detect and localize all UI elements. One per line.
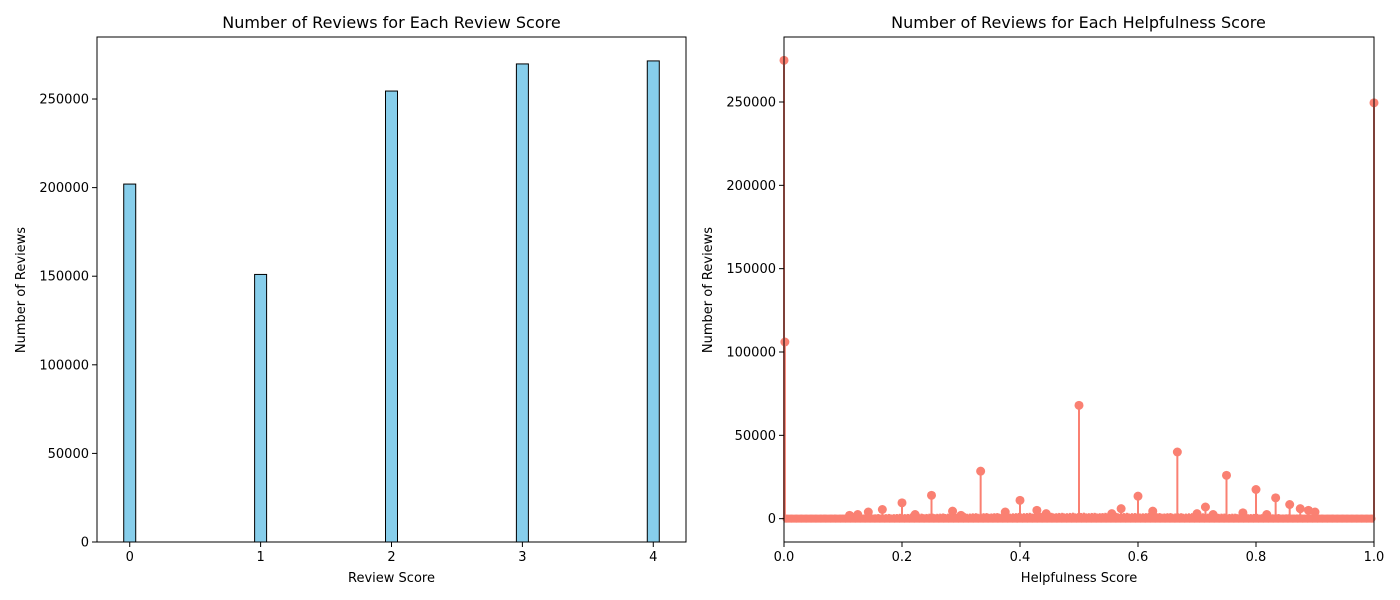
chart2-x-tick-label: 0.6 bbox=[1128, 550, 1149, 565]
chart2-y-tick-label: 250000 bbox=[726, 96, 776, 111]
chart2-point bbox=[1200, 502, 1210, 512]
chart2-point bbox=[976, 466, 986, 476]
chart2-point bbox=[1222, 470, 1231, 480]
chart2-y-tick-label: 150000 bbox=[726, 262, 776, 277]
chart1-x-tick-label: 3 bbox=[518, 550, 526, 565]
chart2-point bbox=[1192, 509, 1202, 519]
chart2-y-ticks: 0 50000 100000 150000 200000 250000 bbox=[726, 96, 784, 527]
chart1-x-axis-label: Review Score bbox=[348, 571, 435, 586]
chart2-point bbox=[1251, 485, 1261, 494]
chart2-point bbox=[1172, 447, 1182, 457]
chart1-y-tick-label: 250000 bbox=[39, 93, 89, 108]
chart2-point bbox=[1000, 507, 1010, 517]
chart2-y-tick-label: 200000 bbox=[726, 179, 776, 194]
chart1-x-tick-label: 2 bbox=[387, 550, 395, 565]
chart2-point bbox=[1133, 491, 1143, 501]
chart2-point bbox=[863, 507, 873, 517]
chart2-x-tick-label: 0.2 bbox=[892, 550, 913, 565]
chart2-y-tick-label: 0 bbox=[768, 512, 776, 527]
chart1-y-tick-label: 150000 bbox=[39, 270, 89, 285]
chart2-point bbox=[853, 510, 863, 519]
chart1-y-ticks: 0 50000 100000 150000 200000 250000 bbox=[39, 93, 97, 551]
chart2-point bbox=[1262, 510, 1272, 519]
chart1-bar-3 bbox=[515, 63, 529, 543]
chart1-bar-4 bbox=[646, 60, 660, 543]
chart2-point bbox=[1107, 509, 1117, 519]
chart2-point bbox=[927, 490, 936, 500]
chart1-y-tick-label: 0 bbox=[81, 536, 89, 551]
chart2-plot-frame bbox=[783, 36, 1375, 543]
chart2-x-axis-label: Helpfulness Score bbox=[1021, 571, 1137, 586]
chart2-x-tick-label: 0.4 bbox=[1010, 550, 1031, 565]
chart1-y-axis-label: Number of Reviews bbox=[14, 227, 29, 353]
chart2-title: Number of Reviews for Each Helpfulness S… bbox=[891, 13, 1266, 32]
chart2-x-tick-label: 1.0 bbox=[1364, 550, 1385, 565]
chart1-x-tick-label: 1 bbox=[256, 550, 264, 565]
chart1-bars bbox=[123, 60, 660, 543]
chart2-y-axis-label: Number of Reviews bbox=[701, 227, 716, 353]
chart1-bar-1 bbox=[254, 273, 268, 543]
chart2-point bbox=[1074, 400, 1084, 410]
chart2-y-tick-label: 50000 bbox=[735, 429, 776, 444]
chart2-x-tick-label: 0.0 bbox=[774, 550, 795, 565]
chart2-point bbox=[1295, 504, 1305, 514]
chart1-x-tick-label: 0 bbox=[126, 550, 134, 565]
chart2-point bbox=[910, 510, 920, 519]
chart2-point bbox=[897, 498, 907, 508]
chart1-bar-2 bbox=[385, 90, 398, 543]
chart1-y-tick-label: 100000 bbox=[39, 358, 89, 373]
chart2-point bbox=[1271, 493, 1281, 503]
chart2-x-ticks: 0.0 0.2 0.4 0.6 0.8 1.0 bbox=[774, 542, 1385, 565]
chart2-point bbox=[1015, 495, 1025, 505]
chart2-point bbox=[1238, 508, 1248, 518]
chart2-point bbox=[1116, 504, 1126, 514]
chart2-x-tick-label: 0.8 bbox=[1246, 550, 1267, 565]
chart2-point bbox=[780, 337, 790, 347]
chart2-point bbox=[956, 510, 966, 520]
chart2-point bbox=[845, 510, 855, 520]
helpfulness-score-stem-chart: Number of Reviews for Each Helpfulness S… bbox=[701, 13, 1384, 586]
chart1-x-tick-label: 4 bbox=[649, 550, 657, 565]
chart2-point bbox=[1310, 507, 1320, 517]
chart1-title: Number of Reviews for Each Review Score bbox=[222, 13, 560, 32]
chart2-point bbox=[1208, 510, 1218, 519]
chart1-x-ticks: 0 1 2 3 4 bbox=[126, 542, 657, 565]
chart1-bar-0 bbox=[123, 183, 137, 543]
chart1-y-tick-label: 50000 bbox=[48, 447, 89, 462]
chart1-y-tick-label: 200000 bbox=[39, 181, 89, 196]
review-score-bar-chart: Number of Reviews for Each Review Score … bbox=[14, 13, 687, 586]
chart2-point bbox=[1032, 505, 1042, 515]
chart2-stems bbox=[779, 55, 1379, 520]
chart2-point bbox=[877, 505, 887, 514]
chart2-point bbox=[948, 506, 958, 516]
chart2-y-tick-label: 100000 bbox=[726, 346, 776, 361]
chart2-point bbox=[1285, 500, 1295, 509]
chart2-point bbox=[1148, 506, 1158, 516]
chart2-point bbox=[1041, 509, 1051, 519]
